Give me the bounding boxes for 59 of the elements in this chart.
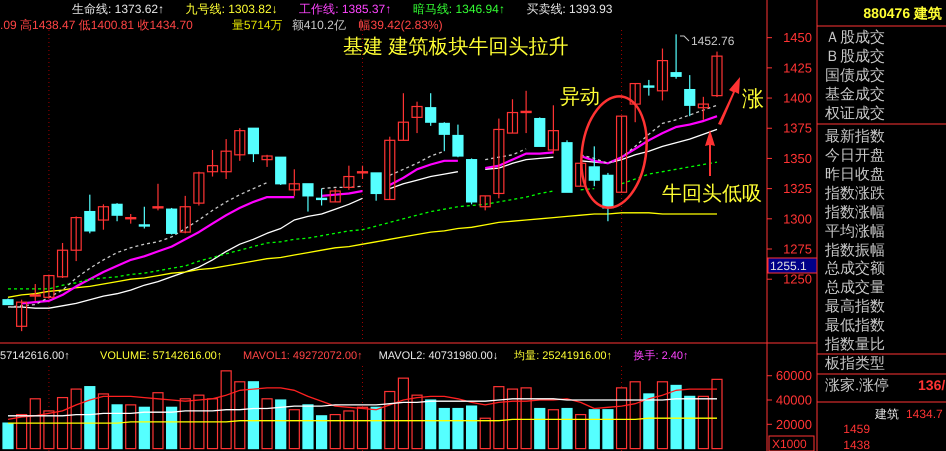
text: 指数振幅 bbox=[824, 242, 885, 259]
annotation: 牛回头低吸 bbox=[662, 183, 762, 205]
y-tick-label: 1375 bbox=[783, 120, 812, 136]
text: 均量: 25241916.00↑ bbox=[513, 350, 612, 362]
text: 昨日收盘 bbox=[825, 166, 885, 183]
text: 权证成交 bbox=[824, 105, 885, 122]
y-tick-label: 1250 bbox=[783, 272, 812, 287]
y-tick-label: 1300 bbox=[783, 211, 812, 226]
annotation: 额410.2亿 bbox=[292, 18, 346, 32]
annotation: 异动 bbox=[560, 86, 600, 108]
text: 涨 bbox=[742, 86, 764, 111]
text: Ｂ股成交 bbox=[825, 48, 885, 65]
text: 1434.7 bbox=[906, 407, 944, 421]
text: 建筑 bbox=[874, 407, 899, 421]
annotation: 1452.76 bbox=[691, 34, 735, 48]
text: 总成交额 bbox=[824, 260, 885, 277]
text: 涨家.涨停 bbox=[825, 377, 890, 394]
text: MAVOL1: 49272072.00↑ bbox=[243, 350, 363, 362]
y-tick-label: 60000 bbox=[776, 368, 812, 384]
y-tick-label: 1400 bbox=[783, 90, 812, 106]
text: 板指类型 bbox=[824, 355, 885, 372]
text: 最高指数 bbox=[825, 298, 885, 315]
chart-title: 基建 建筑板块牛回头拉升 bbox=[343, 36, 569, 58]
annotation: .09 高1438.47 低1400.81 收1434.70 bbox=[0, 18, 194, 32]
text: X1000 bbox=[772, 437, 808, 451]
text: 暗马线: 1346.94↑ bbox=[412, 2, 505, 16]
text: 买卖线: 1393.93 bbox=[526, 2, 613, 16]
text: 国债成交 bbox=[825, 67, 885, 84]
text: 基金成交 bbox=[825, 86, 885, 103]
y-tick-label: 1325 bbox=[783, 181, 812, 196]
text: 57142616.00↑ bbox=[0, 350, 70, 362]
text: MAVOL2: 40731980.00↓ bbox=[378, 350, 498, 362]
y-tick-label: 1350 bbox=[783, 150, 812, 166]
text: 指数涨跌 bbox=[824, 185, 885, 202]
annotation: 幅39.42(2.83%) bbox=[358, 18, 443, 32]
text: VOLUME: 57142616.00↑ bbox=[100, 350, 222, 362]
y-tick-label: 1275 bbox=[783, 242, 812, 257]
text: 总成交量 bbox=[824, 279, 885, 296]
text: 工作线: 1385.37↑ bbox=[299, 2, 392, 16]
text: Ａ股成交 bbox=[825, 29, 885, 46]
text: 指数量比 bbox=[824, 336, 885, 353]
text: 880476 建筑 bbox=[863, 5, 942, 21]
text: 136/ bbox=[918, 377, 946, 393]
y-tick-label: 1425 bbox=[783, 60, 812, 76]
text: 1255.1 bbox=[770, 259, 808, 273]
text: 换手: 2.40↑ bbox=[634, 349, 689, 362]
y-tick-label: 1450 bbox=[783, 30, 812, 46]
text: 1438 bbox=[843, 438, 870, 451]
text: 平均涨幅 bbox=[825, 223, 885, 240]
text: 九号线: 1303.82↓ bbox=[186, 2, 278, 16]
y-tick-label: 20000 bbox=[776, 416, 812, 432]
annotation: 量5714万 bbox=[232, 18, 283, 32]
text: 最新指数 bbox=[825, 128, 885, 145]
text: 生命线: 1373.62↑ bbox=[72, 2, 164, 16]
y-tick-label: 40000 bbox=[776, 392, 812, 408]
text: 指数涨幅 bbox=[824, 204, 885, 221]
text: 1459 bbox=[843, 422, 870, 436]
text: 今日开盘 bbox=[825, 147, 885, 164]
text: 最低指数 bbox=[825, 317, 885, 334]
